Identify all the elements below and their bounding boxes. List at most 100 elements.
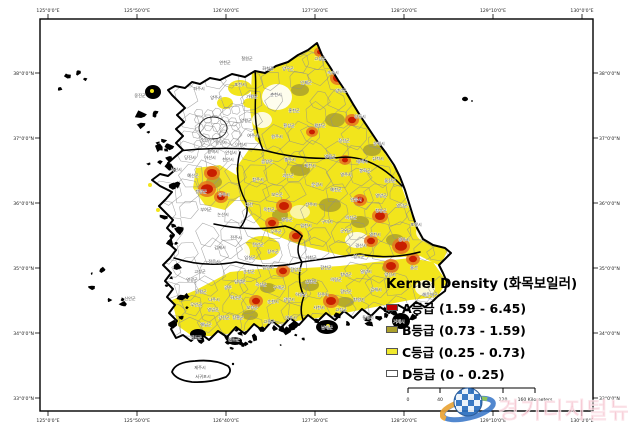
legend-item-b: B등급 (0.73 - 1.59) (386, 318, 577, 340)
district-label: 나주시 (208, 296, 220, 303)
graticule-label: 34°0'0"N (13, 331, 34, 337)
district-label: 안성시 (225, 149, 237, 155)
district-label: 완도군 (228, 336, 240, 342)
district-label: 합천군 (320, 264, 332, 270)
district-label: 김해시 (370, 286, 382, 293)
district-label: 상주시 (305, 201, 317, 208)
district-label: 김제시 (214, 244, 226, 251)
map-frame (39, 18, 594, 412)
graticule-label: 36°0'0"N (599, 201, 620, 207)
district-label: 하동군 (295, 291, 307, 298)
district-label: 용인시 (215, 139, 227, 145)
district-label: 진안군 (252, 241, 264, 247)
graticule-label: 33°0'0"N (13, 396, 34, 402)
graticule-label: 125°50'0"E (124, 418, 150, 424)
district-label: 영광군 (186, 276, 198, 282)
graticule-label: 38°0'0"N (599, 71, 620, 77)
district-label: 서귀포시 (195, 373, 211, 380)
district-label: 진주시 (317, 291, 329, 298)
district-label: 청양군 (195, 188, 207, 194)
legend-label-d: D등급 (0 - 0.25) (402, 366, 505, 382)
district-label: 음성군 (261, 158, 273, 164)
province-boundaries-layer (169, 70, 421, 325)
district-label: 사천시 (313, 304, 325, 311)
district-label: 부여군 (200, 206, 212, 213)
graticule-label: 127°30'0"E (302, 418, 328, 424)
district-label: 의령군 (330, 276, 342, 283)
district-label: 밀양시 (360, 268, 372, 274)
district-label: 강진군 (218, 314, 230, 320)
district-label: 청주시 (252, 177, 264, 183)
district-label: 고성군 (335, 306, 347, 312)
district-label: 장흥군 (232, 314, 244, 320)
district-label: 영월군 (324, 153, 336, 160)
graticule-label: 125°0'0"E (36, 8, 59, 14)
graticule-label: 127°30'0"E (302, 8, 328, 14)
district-label: 보성군 (246, 304, 258, 310)
district-label: 김천시 (300, 222, 312, 228)
legend-swatch-d (386, 369, 398, 377)
district-label: 통영시 (362, 314, 374, 320)
district-label: 아산시 (204, 154, 216, 161)
district-label: 횡성군 (283, 122, 295, 128)
district-label: 영천시 (369, 231, 381, 237)
district-label: 이천시 (235, 141, 247, 148)
district-label: 울산 (410, 264, 418, 270)
legend-label-c: C등급 (0.25 - 0.73) (402, 344, 526, 360)
district-label: 신안군 (124, 295, 136, 301)
district-label: 봉화군 (359, 168, 371, 174)
district-label: 포천시 (234, 81, 246, 87)
district-label: 제천시 (304, 162, 316, 169)
district-label: 양구군 (282, 65, 294, 72)
district-label: 구미시 (321, 218, 333, 225)
district-label: 영암군 (207, 306, 219, 312)
graticule-label: 37°0'0"N (599, 136, 620, 142)
scale-bar-label: 0 (407, 397, 410, 403)
scale-bar-label: 120 (499, 397, 508, 403)
graticule-label: 128°20'0"E (391, 8, 417, 14)
district-label: 양양군 (335, 87, 347, 93)
district-label: 대전 (245, 201, 253, 208)
legend-item-a: A등급 (1.59 - 6.45) (386, 296, 577, 318)
district-label: 옹진군 (134, 92, 146, 98)
scale-bar-label: 80 (469, 397, 475, 403)
legend-title: Kernel Density (화목보일러) (386, 276, 578, 292)
graticule-label: 125°50'0"E (124, 8, 150, 14)
graticule-label: 38°0'0"N (13, 71, 34, 77)
district-label: 서산시 (170, 166, 182, 173)
district-label: 군위군 (340, 227, 352, 234)
district-label: 장수군 (267, 248, 279, 255)
district-label: 보은군 (271, 192, 283, 197)
legend-label-b: B등급 (0.73 - 1.59) (402, 322, 526, 338)
district-label: 양평군 (240, 117, 252, 123)
district-label: 순창군 (243, 268, 255, 274)
district-label: 양산시 (384, 271, 396, 277)
district-label: 철원군 (241, 55, 253, 61)
district-label: 진도군 (190, 334, 202, 340)
legend-item-c: C등급 (0.25 - 0.73) (386, 340, 577, 362)
legend-label-a: A등급 (1.59 - 6.45) (402, 300, 527, 316)
graticule-label: 34°0'0"N (599, 331, 620, 337)
district-label: 남원시 (262, 264, 274, 270)
graticule-label: 35°0'0"N (599, 266, 620, 272)
legend-swatch-a (386, 303, 398, 311)
district-label: 함안군 (340, 288, 352, 294)
district-label: 수원시 (200, 136, 212, 143)
district-label: 여주시 (247, 132, 259, 139)
graticule-label: 36°0'0"N (13, 201, 34, 207)
district-label: 경주시 (398, 236, 410, 243)
district-label: 영동군 (281, 216, 293, 222)
district-label: 여수시 (285, 314, 297, 321)
district-label: 청송군 (375, 207, 387, 213)
district-label: 남해군 (321, 324, 333, 331)
district-label: 창녕군 (340, 271, 352, 277)
district-label: 거제시 (393, 318, 405, 325)
district-label: 화천군 (262, 65, 274, 72)
district-label: 청도군 (353, 254, 365, 259)
district-label: 원주시 (271, 133, 283, 140)
district-label: 정읍시 (208, 258, 220, 264)
district-label: 고성군 (314, 55, 326, 61)
district-label: 공주시 (218, 192, 230, 198)
graticule-label: 37°0'0"N (13, 136, 34, 142)
scale-bar-label: 160 Kilometers (518, 397, 553, 403)
